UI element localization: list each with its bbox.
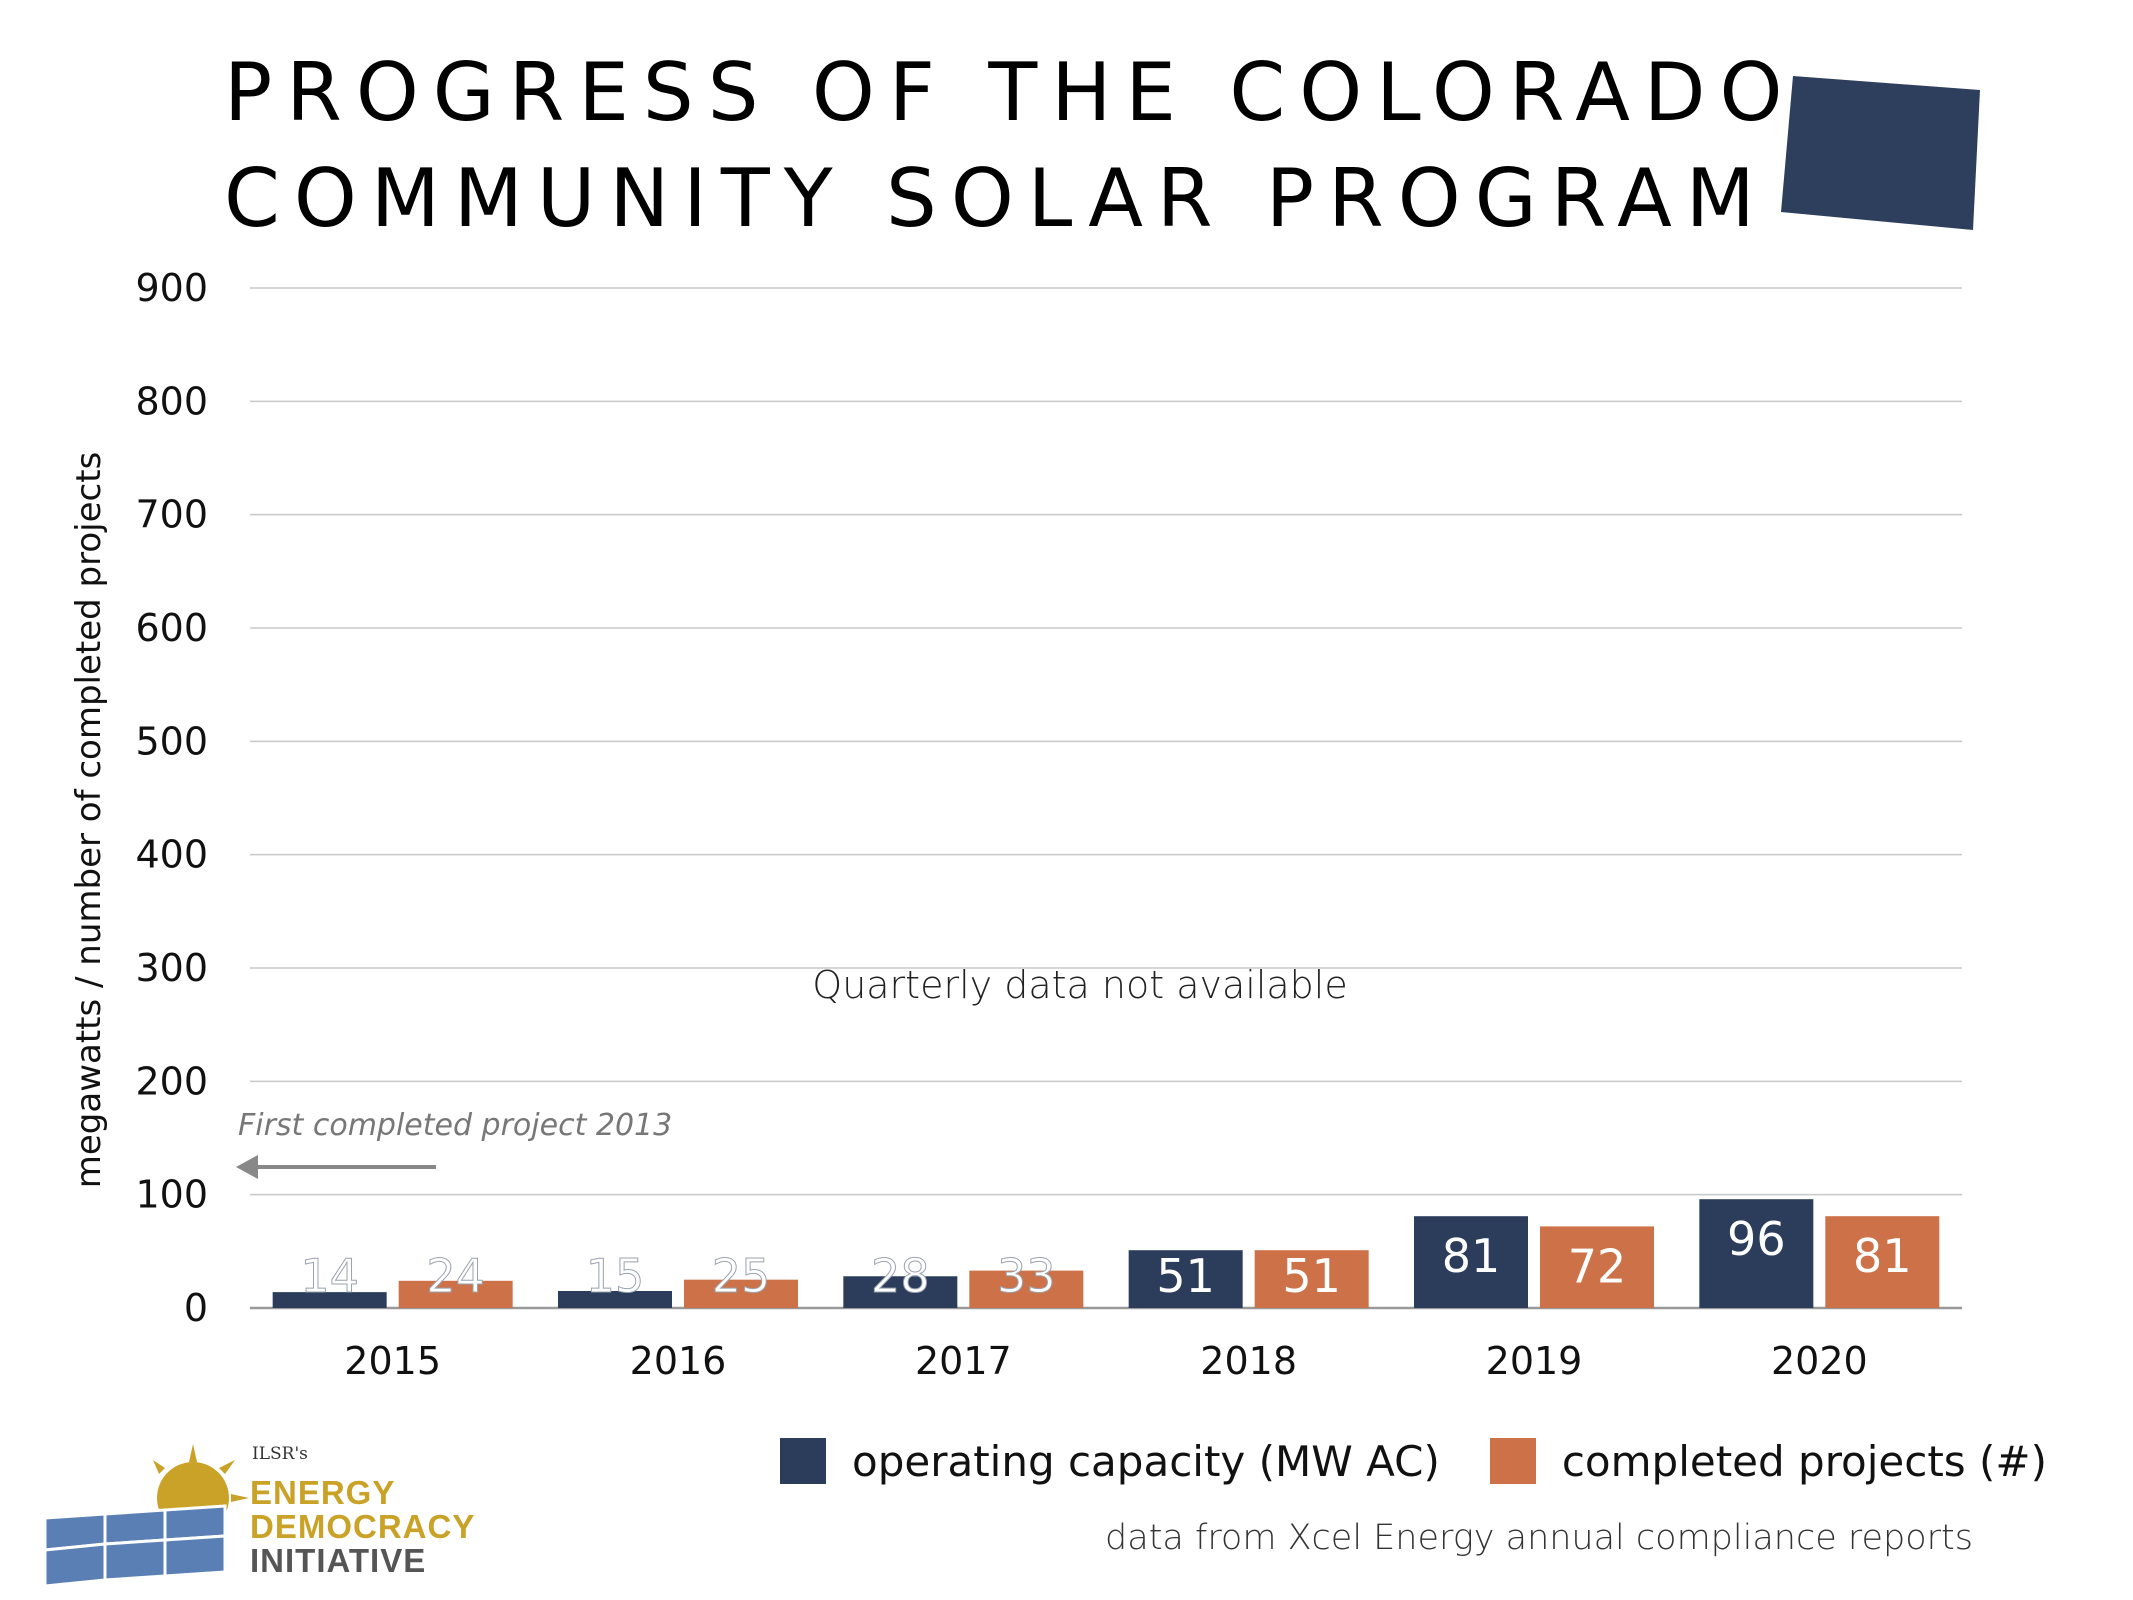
x-axis-ticks: 2015 2016 2017 2018 2019 2020 bbox=[344, 1339, 1867, 1383]
y-tick-label: 400 bbox=[135, 833, 208, 877]
legend-label-projects: completed projects (#) bbox=[1561, 1436, 2047, 1486]
bar bbox=[1825, 1216, 1940, 1308]
data-label: 24 bbox=[426, 1249, 485, 1303]
annotation-first-project: First completed project 2013 bbox=[238, 1108, 672, 1143]
logo-org: ILSR's bbox=[252, 1444, 308, 1464]
bar bbox=[1128, 1250, 1243, 1308]
y-tick-label: 0 bbox=[184, 1286, 208, 1330]
y-tick-label: 700 bbox=[135, 493, 208, 537]
bar bbox=[1540, 1226, 1654, 1308]
arrow-left-icon bbox=[236, 1155, 436, 1179]
data-label: 51 bbox=[1282, 1249, 1341, 1303]
annotation-quarterly: Quarterly data not available bbox=[812, 963, 1347, 1007]
x-tick-label: 2015 bbox=[344, 1339, 441, 1383]
x-tick-label: 2017 bbox=[915, 1339, 1012, 1383]
bar bbox=[398, 1280, 513, 1308]
legend-swatch-capacity bbox=[780, 1438, 826, 1484]
y-tick-label: 100 bbox=[135, 1173, 208, 1217]
logo-line-3: INITIATIVE bbox=[250, 1542, 427, 1579]
x-tick-label: 2020 bbox=[1771, 1339, 1868, 1383]
data-label: 28 bbox=[871, 1249, 930, 1303]
bar bbox=[272, 1292, 387, 1308]
bar bbox=[1414, 1216, 1528, 1308]
bar bbox=[1254, 1250, 1369, 1308]
data-label: 14 bbox=[300, 1249, 359, 1303]
x-tick-label: 2016 bbox=[630, 1339, 727, 1383]
energy-democracy-logo: ILSR's ENERGY DEMOCRACY INITIATIVE bbox=[45, 1440, 495, 1590]
data-label: 81 bbox=[1442, 1229, 1501, 1283]
bar-chart: 0 100 200 300 400 500 600 700 800 900 megawatts /… bbox=[69, 266, 1962, 1383]
source-note: data from Xcel Energy annual compliance … bbox=[1105, 1518, 1973, 1558]
y-tick-label: 900 bbox=[135, 266, 208, 310]
data-label: 15 bbox=[586, 1249, 645, 1303]
y-tick-label: 200 bbox=[135, 1059, 208, 1103]
data-label: 51 bbox=[1156, 1249, 1215, 1303]
y-tick-label: 600 bbox=[135, 606, 208, 650]
chart-title-line-1: PROGRESS OF THE COLORADO bbox=[224, 46, 1797, 139]
bar bbox=[684, 1279, 798, 1308]
bar bbox=[558, 1291, 672, 1308]
solar-panel-sun-icon bbox=[45, 1444, 249, 1588]
bar bbox=[969, 1270, 1084, 1308]
data-label: 33 bbox=[997, 1249, 1056, 1303]
bar bbox=[1699, 1199, 1814, 1308]
legend-label-capacity: operating capacity (MW AC) bbox=[852, 1436, 1440, 1486]
y-axis-label: megawatts / number of completed projects bbox=[69, 452, 109, 1189]
y-tick-label: 800 bbox=[135, 379, 208, 423]
x-tick-label: 2018 bbox=[1200, 1339, 1297, 1383]
data-label: 72 bbox=[1568, 1239, 1627, 1293]
logo-line-2: DEMOCRACY bbox=[250, 1508, 476, 1545]
gridlines bbox=[250, 287, 1962, 1310]
data-label: 25 bbox=[712, 1249, 771, 1303]
colorado-state-icon bbox=[1781, 76, 1980, 230]
bar bbox=[843, 1276, 958, 1308]
bars: 14 24 15 25 28 33 51 51 81 72 96 81 bbox=[272, 1199, 1940, 1308]
y-tick-label: 500 bbox=[135, 719, 208, 763]
legend: operating capacity (MW AC) completed pro… bbox=[780, 1436, 2047, 1486]
y-tick-label: 300 bbox=[135, 946, 208, 990]
x-tick-label: 2019 bbox=[1486, 1339, 1583, 1383]
data-label: 81 bbox=[1853, 1229, 1912, 1283]
y-axis-ticks: 0 100 200 300 400 500 600 700 800 900 bbox=[135, 266, 208, 1330]
legend-swatch-projects bbox=[1489, 1438, 1536, 1484]
logo-line-1: ENERGY bbox=[250, 1474, 396, 1511]
data-label: 96 bbox=[1727, 1212, 1786, 1266]
chart-title-line-2: COMMUNITY SOLAR PROGRAM bbox=[224, 152, 1769, 245]
